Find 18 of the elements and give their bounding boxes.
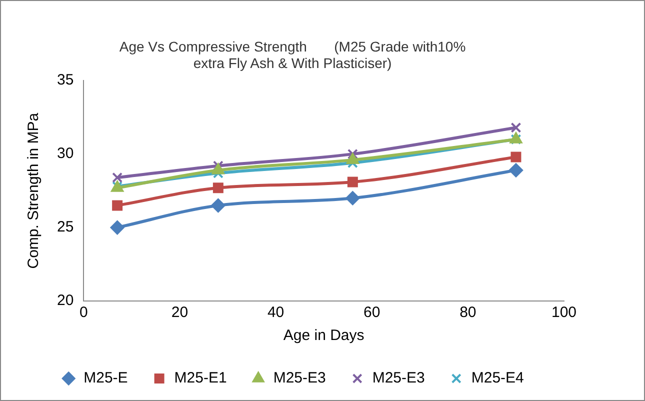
x-tick-label: 40 bbox=[267, 304, 284, 322]
x-tick-label: 0 bbox=[80, 304, 88, 322]
legend-label: M25-E1 bbox=[174, 370, 227, 387]
x-axis-title: Age in Days bbox=[283, 327, 364, 344]
legend-label: M25-E4 bbox=[471, 370, 524, 387]
y-tick-label: 20 bbox=[56, 292, 74, 310]
x-tick-label: 100 bbox=[551, 304, 577, 322]
legend-label: M25-E bbox=[84, 370, 128, 387]
y-tick-label: 25 bbox=[56, 218, 74, 236]
y-axis-title: Comp. Strength in MPa bbox=[25, 112, 42, 269]
x-tick-label: 80 bbox=[460, 304, 476, 322]
y-tick-label: 35 bbox=[56, 72, 74, 89]
legend-label: M25-E3 bbox=[273, 370, 326, 387]
chart-title: Age Vs Compressive Strength (M25 Grade with10% extra Fly Ash & With Plasticiser) bbox=[119, 38, 466, 72]
legend-label: M25-E3 bbox=[372, 370, 425, 387]
y-tick-label: 30 bbox=[56, 145, 74, 162]
x-tick-label: 20 bbox=[171, 304, 188, 322]
x-tick-label: 60 bbox=[364, 304, 380, 322]
